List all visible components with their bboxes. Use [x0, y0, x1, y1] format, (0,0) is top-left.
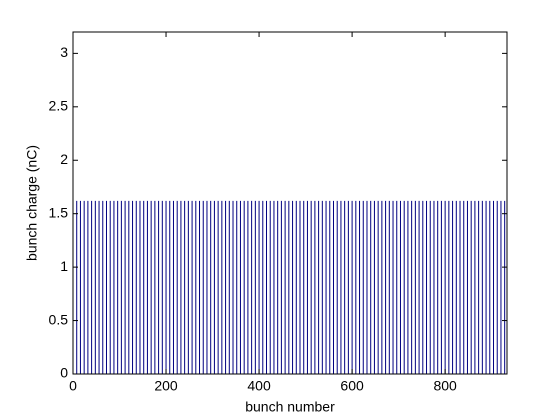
y-tick-label: 0	[60, 365, 68, 381]
axes-box	[72, 31, 508, 375]
x-tick-label: 0	[69, 378, 77, 394]
x-tick-label: 200	[154, 378, 178, 394]
y-tick-label: 3	[60, 44, 68, 60]
y-axis-label: bunch charge (nC)	[24, 145, 40, 261]
x-tick-label: 600	[340, 378, 364, 394]
x-axis-label: bunch number	[245, 399, 335, 415]
y-tick-label: 2.5	[49, 98, 69, 114]
y-tick-label: 1	[60, 258, 68, 274]
x-tick-label: 400	[247, 378, 271, 394]
y-tick-label: 2	[60, 151, 68, 167]
plot-area	[73, 32, 507, 374]
y-tick-label: 1.5	[49, 204, 69, 220]
y-tick-label: 0.5	[49, 311, 69, 327]
x-tick-label: 800	[433, 378, 457, 394]
